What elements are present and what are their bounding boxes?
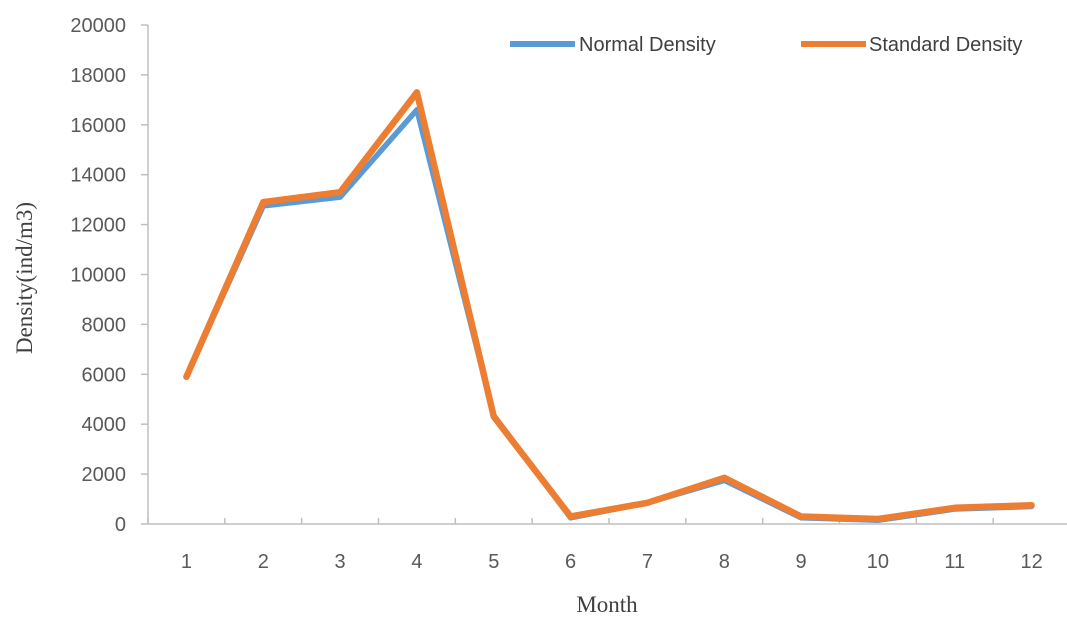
legend-item-standard-density: Standard Density (801, 34, 1022, 56)
x-tick-label: 12 (1020, 551, 1042, 573)
x-axis-title: Month (576, 592, 638, 617)
x-tick-label: 2 (258, 551, 269, 573)
series-lines (183, 89, 1035, 524)
x-tick-label: 10 (867, 551, 889, 573)
y-tick-label: 12000 (70, 215, 126, 237)
y-tick-label: 0 (115, 514, 126, 536)
y-axis: 0 2000 4000 6000 8000 10000 12000 14000 16000 180… (70, 15, 149, 536)
x-axis: 1 2 3 4 5 6 7 8 9 10 11 12 (147, 518, 1067, 573)
y-tick-label: 8000 (82, 314, 127, 336)
legend-label-standard-density: Standard Density (869, 34, 1022, 56)
x-tick-label: 7 (642, 551, 653, 573)
legend-label-normal-density: Normal Density (579, 34, 716, 56)
legend: Normal Density Standard Density (510, 34, 1022, 56)
y-tick-label: 4000 (82, 414, 127, 436)
y-axis-title: Density(ind/m3) (12, 202, 37, 354)
y-tick-label: 2000 (82, 464, 127, 486)
x-tick-label: 4 (411, 551, 422, 573)
y-tick-label: 16000 (70, 115, 126, 137)
x-tick-label: 1 (181, 551, 192, 573)
y-tick-label: 6000 (82, 364, 127, 386)
x-tick-label: 9 (796, 551, 807, 573)
legend-item-normal-density: Normal Density (510, 34, 716, 56)
x-tick-label: 6 (565, 551, 576, 573)
x-tick-label: 3 (335, 551, 346, 573)
series-line-standard-density (183, 89, 1035, 523)
y-tick-label: 10000 (70, 265, 126, 287)
x-tick-label: 11 (944, 551, 965, 573)
series-line-normal-density (183, 107, 1035, 524)
y-tick-label: 14000 (70, 165, 126, 187)
y-tick-label: 18000 (70, 65, 126, 87)
y-tick-label: 20000 (70, 15, 126, 37)
x-tick-label: 5 (488, 551, 499, 573)
x-tick-label: 8 (719, 551, 730, 573)
